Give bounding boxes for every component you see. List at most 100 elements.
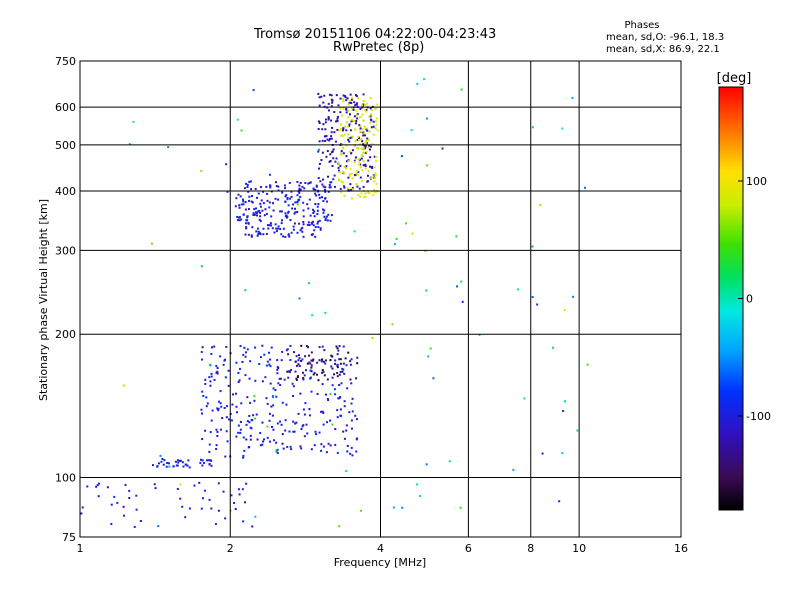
data-point [324, 128, 327, 131]
data-point [277, 225, 280, 228]
data-point [216, 430, 219, 433]
data-point [330, 135, 333, 138]
data-point [268, 412, 271, 415]
data-point [456, 285, 459, 288]
data-point [323, 374, 326, 377]
data-point [210, 507, 213, 510]
data-point [237, 381, 240, 384]
data-point [262, 190, 265, 193]
data-point [346, 187, 349, 190]
data-point [277, 185, 280, 188]
data-point [338, 178, 341, 181]
data-point [362, 103, 365, 106]
data-point [266, 436, 269, 439]
data-point [266, 360, 269, 363]
data-point [269, 358, 272, 361]
data-point [311, 314, 314, 317]
data-point [268, 224, 271, 227]
data-point [303, 413, 306, 416]
data-point [349, 137, 352, 140]
data-point [245, 222, 248, 225]
data-point [369, 121, 372, 124]
data-point [512, 468, 515, 471]
data-point [236, 118, 239, 121]
data-point [349, 129, 352, 132]
data-point [561, 452, 564, 455]
data-point [374, 177, 377, 180]
data-point [336, 409, 339, 412]
data-point [305, 423, 308, 426]
data-point [248, 377, 251, 380]
data-point [271, 414, 274, 417]
y-tick-label: 200 [55, 328, 76, 341]
data-point [257, 210, 260, 213]
data-point [313, 371, 316, 374]
y-tick-label: 400 [55, 185, 76, 198]
data-point [354, 173, 357, 176]
data-point [322, 211, 325, 214]
data-point [283, 378, 286, 381]
data-point [364, 163, 367, 166]
data-point [304, 355, 307, 358]
data-point [269, 173, 272, 176]
data-point [372, 120, 375, 123]
data-point [347, 160, 350, 163]
data-point [225, 345, 228, 348]
data-point [350, 446, 353, 449]
data-point [224, 455, 227, 458]
data-point [261, 443, 264, 446]
x-tick-label: 1 [77, 542, 84, 555]
data-point [416, 82, 419, 85]
data-point [349, 452, 352, 455]
data-point [352, 108, 355, 111]
data-point [265, 232, 268, 235]
data-point [309, 369, 312, 372]
data-point [338, 397, 341, 400]
data-point [354, 158, 357, 161]
data-point [318, 140, 321, 143]
data-point [319, 227, 322, 230]
data-point [355, 102, 358, 105]
data-point [531, 245, 534, 248]
data-point [340, 153, 343, 156]
data-point [362, 119, 365, 122]
data-point [348, 150, 351, 153]
data-point [347, 133, 350, 136]
data-point [349, 100, 352, 103]
data-point [356, 356, 359, 359]
data-point [339, 358, 342, 361]
data-point [284, 200, 287, 203]
data-point [208, 376, 211, 379]
data-point [275, 227, 278, 230]
data-point [227, 369, 230, 372]
data-point [329, 419, 332, 422]
data-point [374, 166, 377, 169]
data-point [297, 198, 300, 201]
data-point [321, 410, 324, 413]
data-point [343, 405, 346, 408]
data-point [246, 396, 249, 399]
data-point [215, 444, 218, 447]
data-point [300, 428, 303, 431]
data-point [165, 465, 168, 468]
data-point [536, 303, 539, 306]
chart-title-line2: RwPretec (8p) [333, 40, 425, 55]
data-point [255, 413, 258, 416]
data-point [237, 193, 240, 196]
data-point [345, 111, 348, 114]
data-point [285, 349, 288, 352]
data-point [241, 488, 244, 491]
data-point [298, 297, 301, 300]
data-point [333, 111, 336, 114]
data-point [284, 235, 287, 238]
data-point [362, 146, 365, 149]
data-point [332, 148, 335, 151]
phases-mean-x: mean, sd,X: 86.9, 22.1 [606, 44, 720, 55]
data-point [362, 185, 365, 188]
data-point [217, 409, 220, 412]
data-point [343, 172, 346, 175]
data-point [426, 164, 429, 167]
data-point [202, 394, 205, 397]
data-point [218, 400, 221, 403]
data-point [206, 402, 209, 405]
